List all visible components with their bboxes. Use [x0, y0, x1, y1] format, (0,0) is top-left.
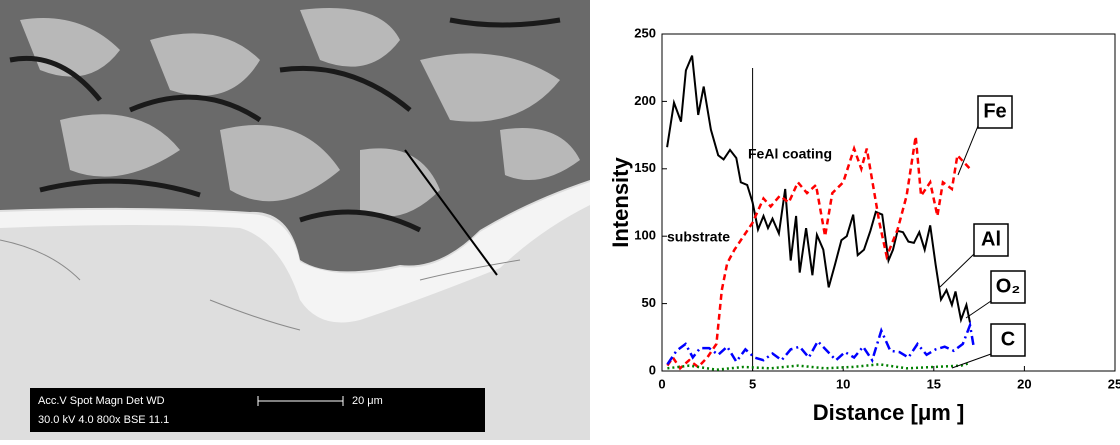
y-tick-label: 0 — [649, 362, 656, 377]
y-tick-label: 150 — [634, 160, 656, 175]
micrograph: Acc.V Spot Magn Det WD 30.0 kV 4.0 800x … — [0, 0, 590, 440]
y-tick-label: 250 — [634, 25, 656, 40]
info-values: 30.0 kV 4.0 800x BSE 11.1 — [38, 414, 169, 426]
legend-label: Al — [981, 228, 1001, 250]
series-line — [666, 136, 971, 371]
legend-box — [977, 95, 1013, 129]
scale-label: 20 μm — [352, 395, 383, 407]
x-tick-label: 10 — [836, 376, 850, 391]
x-axis-label: Distance [μm ] — [813, 400, 965, 425]
x-tick-label: 20 — [1017, 376, 1031, 391]
legend-box — [973, 223, 1009, 257]
legend-label: O₂ — [996, 275, 1020, 297]
y-axis-label: Intensity — [608, 157, 633, 248]
leader-line — [951, 353, 992, 369]
series-line — [667, 361, 971, 371]
legend-box — [990, 270, 1026, 304]
legend-box — [990, 323, 1026, 357]
info-labels: Acc.V Spot Magn Det WD — [38, 395, 165, 407]
x-tick-label: 5 — [749, 376, 756, 391]
annotation: FeAl coating — [748, 146, 832, 162]
series-line — [666, 55, 971, 324]
x-tick-label: 0 — [658, 376, 665, 391]
y-tick-label: 100 — [634, 228, 656, 243]
y-tick-label: 200 — [634, 93, 656, 108]
y-tick-label: 50 — [642, 295, 656, 310]
x-tick-label: 15 — [927, 376, 941, 391]
leader-line — [939, 253, 975, 288]
leader-line — [965, 300, 992, 319]
x-tick-label: 25 — [1108, 376, 1120, 391]
series-line — [666, 320, 975, 365]
legend-label: C — [1001, 328, 1015, 350]
legend-label: Fe — [983, 100, 1006, 122]
leader-line — [957, 125, 979, 176]
annotation: substrate — [667, 229, 730, 245]
